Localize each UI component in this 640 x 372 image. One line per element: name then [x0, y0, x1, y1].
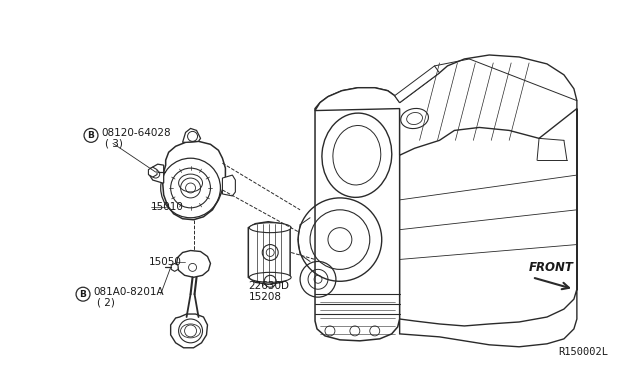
Polygon shape: [171, 263, 178, 271]
Polygon shape: [171, 314, 207, 348]
Text: ( 3): ( 3): [105, 138, 123, 148]
Polygon shape: [315, 55, 577, 155]
Text: 081A0-8201A: 081A0-8201A: [93, 287, 164, 297]
Polygon shape: [399, 109, 577, 347]
Ellipse shape: [250, 223, 291, 232]
Polygon shape: [182, 128, 200, 142]
Text: 15010: 15010: [151, 202, 184, 212]
Polygon shape: [177, 250, 211, 277]
Polygon shape: [223, 175, 236, 196]
Text: FRONT: FRONT: [529, 261, 574, 274]
Text: 08120-64028: 08120-64028: [101, 128, 171, 138]
Text: 15050: 15050: [148, 257, 182, 267]
Text: 22630D: 22630D: [248, 281, 289, 291]
Polygon shape: [248, 222, 290, 284]
Polygon shape: [163, 141, 225, 220]
Text: ( 2): ( 2): [97, 297, 115, 307]
Polygon shape: [395, 66, 440, 103]
Polygon shape: [315, 88, 399, 341]
Text: B: B: [88, 131, 95, 140]
Ellipse shape: [250, 272, 291, 282]
Text: R150002L: R150002L: [559, 347, 609, 357]
Text: B: B: [79, 290, 86, 299]
Polygon shape: [148, 167, 157, 177]
Text: 15208: 15208: [248, 292, 282, 302]
Polygon shape: [148, 164, 164, 183]
